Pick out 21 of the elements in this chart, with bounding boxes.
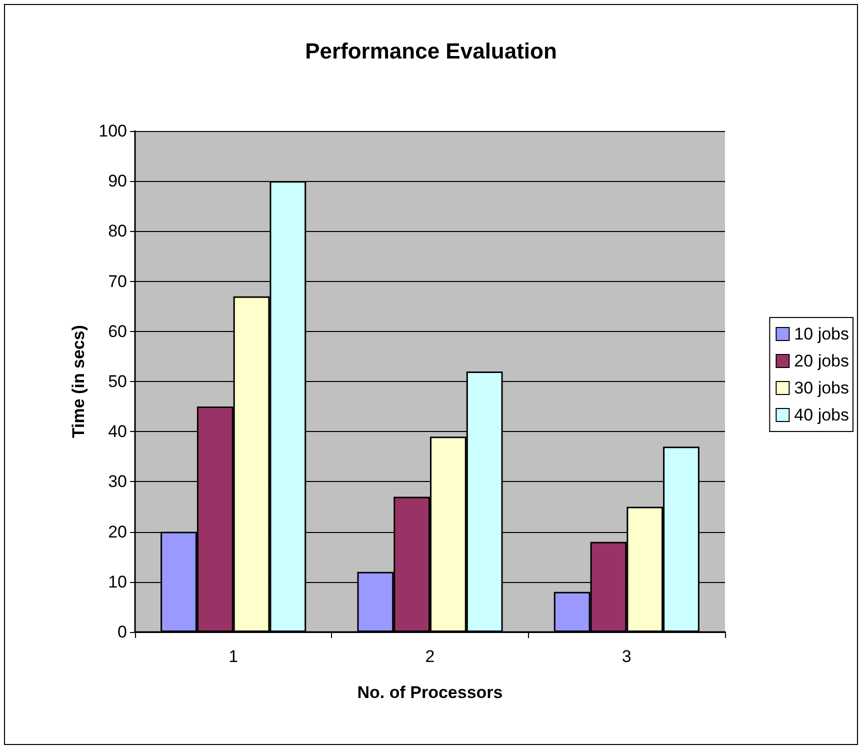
x-axis-title: No. of Processors <box>357 683 503 702</box>
y-tick-label: 90 <box>108 172 127 191</box>
y-tick-label: 0 <box>118 622 127 642</box>
y-tick-label: 10 <box>108 572 127 592</box>
x-tick-label: 2 <box>425 647 435 666</box>
legend-label: 40 jobs <box>794 406 850 424</box>
y-tick-label: 30 <box>108 472 127 492</box>
y-tick-label: 40 <box>108 422 127 442</box>
y-axis-title: Time (in secs) <box>69 324 88 438</box>
legend-label: 10 jobs <box>794 324 850 344</box>
legend-label: 30 jobs <box>794 378 850 398</box>
y-tick-label: 20 <box>108 522 127 542</box>
x-tick-label: 1 <box>228 647 238 666</box>
y-tick-label: 70 <box>108 272 127 291</box>
y-tick-label: 50 <box>108 372 127 391</box>
chart-title: Performance Evaluation <box>305 38 557 64</box>
y-tick-label: 60 <box>108 322 127 341</box>
legend-label: 20 jobs <box>794 352 850 370</box>
x-tick-label: 3 <box>622 647 632 666</box>
y-tick-label: 100 <box>98 122 127 140</box>
y-tick-label: 80 <box>108 222 127 241</box>
